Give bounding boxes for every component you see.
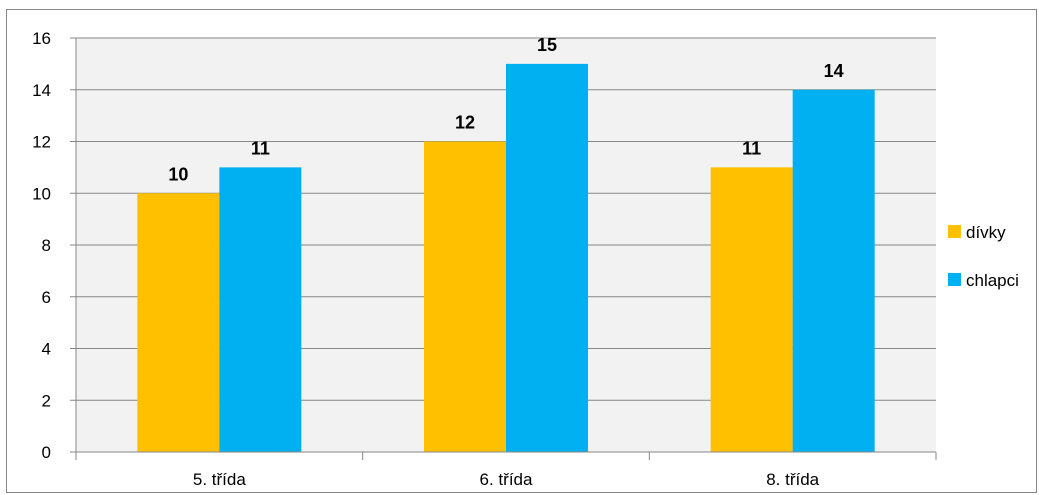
- data-labels: 10 11 12 15 11 14: [168, 35, 843, 184]
- x-tick-label: 8. třída: [766, 470, 819, 489]
- y-tick-label: 4: [42, 340, 51, 359]
- bar-divky: [710, 167, 793, 452]
- legend: dívky chlapci: [948, 223, 1019, 290]
- x-tick-label: 5. třída: [193, 470, 246, 489]
- y-tick-label: 16: [32, 29, 51, 48]
- x-tick-label: 6. třída: [480, 470, 533, 489]
- data-label: 11: [251, 138, 270, 158]
- legend-swatch: [948, 225, 961, 238]
- bar-chlapci: [219, 167, 302, 452]
- bar-chlapci: [792, 89, 875, 452]
- y-tick-label: 12: [32, 133, 51, 152]
- bar-chlapci: [506, 63, 588, 452]
- y-tick-label: 8: [42, 236, 51, 255]
- legend-label: chlapci: [966, 271, 1019, 290]
- y-tick-label: 2: [42, 391, 51, 410]
- y-tick-label: 0: [42, 443, 51, 462]
- data-label: 14: [824, 61, 844, 81]
- axes: 0 2 4 6 8 10 12 14 16 5. třída 6. třída 8. třída: [32, 29, 937, 489]
- data-label: 11: [742, 138, 761, 158]
- data-label: 12: [455, 113, 475, 133]
- y-tick-label: 14: [32, 81, 51, 100]
- data-label: 15: [537, 35, 557, 55]
- legend-swatch: [948, 273, 961, 286]
- data-label: 10: [168, 164, 188, 184]
- bar-divky: [424, 141, 506, 452]
- bar-divky: [137, 193, 220, 452]
- y-tick-label: 6: [42, 288, 51, 307]
- y-tick-label: 10: [32, 184, 51, 203]
- bars: [137, 63, 875, 452]
- legend-label: dívky: [966, 223, 1006, 242]
